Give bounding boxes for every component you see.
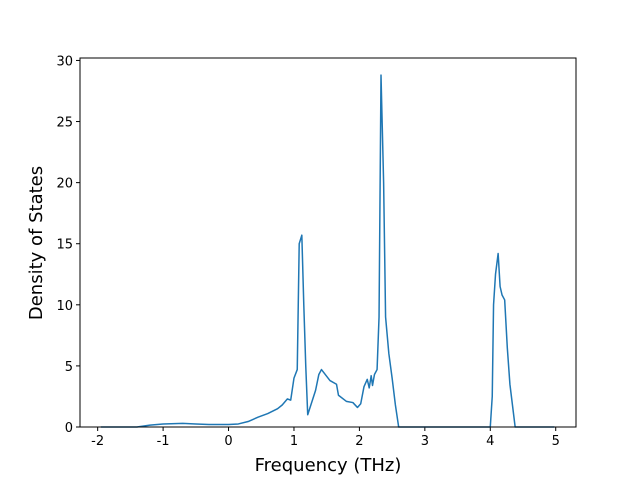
x-tick-label: 1 bbox=[290, 434, 298, 449]
x-axis-label: Frequency (THz) bbox=[255, 455, 402, 476]
y-tick-label: 10 bbox=[56, 299, 73, 314]
y-tick-label: 25 bbox=[56, 116, 73, 131]
x-tick-label: -2 bbox=[91, 434, 104, 449]
y-tick-label: 15 bbox=[56, 238, 73, 253]
y-tick-label: 5 bbox=[65, 360, 73, 375]
y-tick-label: 0 bbox=[65, 421, 73, 436]
plot-frame bbox=[79, 57, 577, 428]
y-axis-label: Density of States bbox=[26, 166, 47, 320]
x-tick-label: 2 bbox=[355, 434, 363, 449]
x-tick-label: 3 bbox=[421, 434, 429, 449]
x-tick-label: 0 bbox=[224, 434, 232, 449]
y-tick-label: 30 bbox=[56, 54, 73, 69]
x-tick-label: -1 bbox=[157, 434, 170, 449]
x-tick-label: 5 bbox=[552, 434, 560, 449]
y-tick-label: 20 bbox=[56, 177, 73, 192]
x-tick-label: 4 bbox=[486, 434, 494, 449]
line bbox=[100, 74, 555, 428]
